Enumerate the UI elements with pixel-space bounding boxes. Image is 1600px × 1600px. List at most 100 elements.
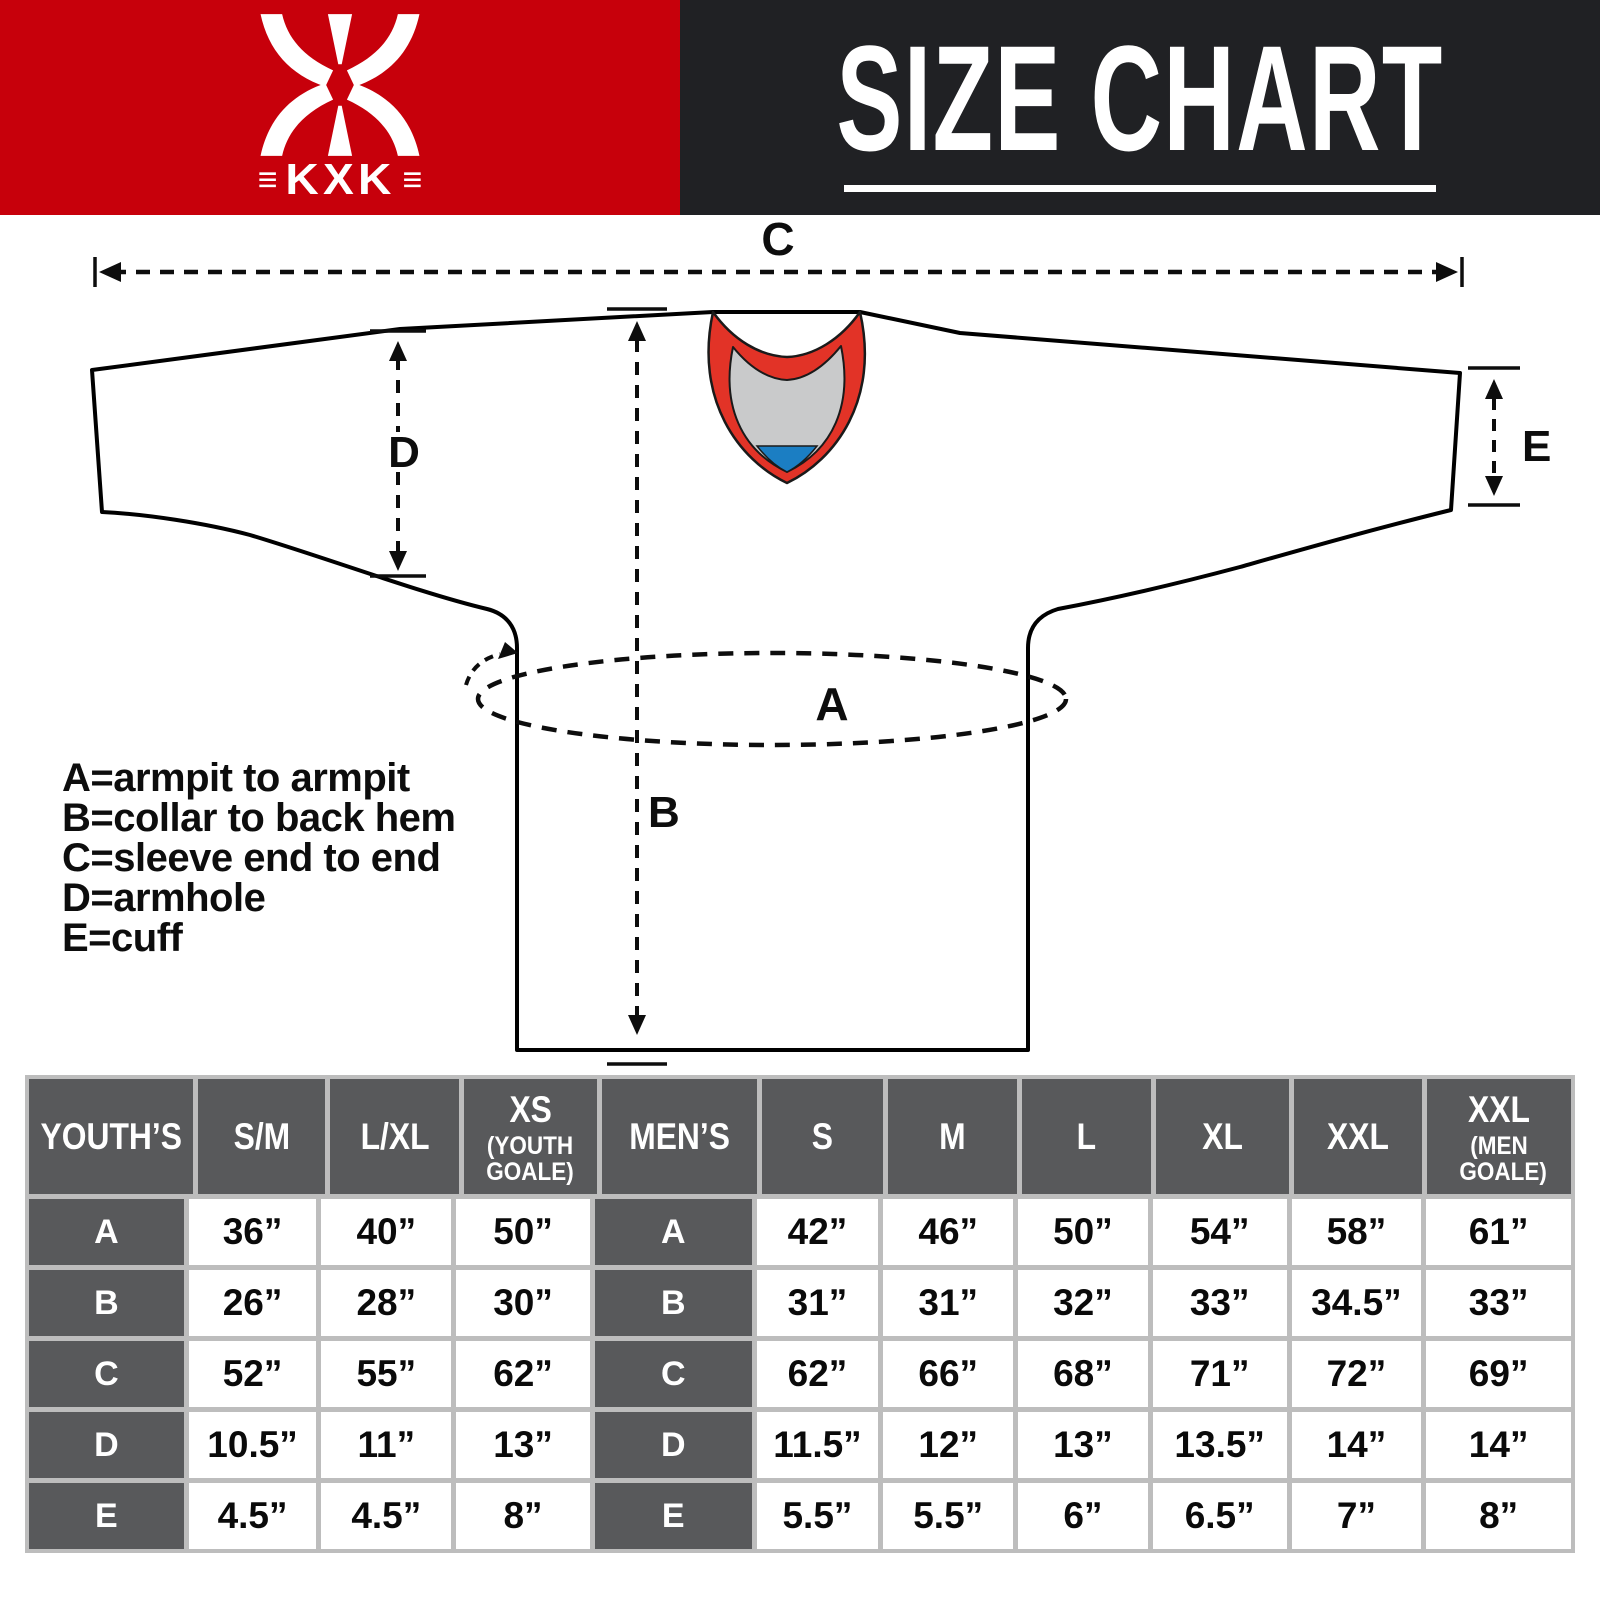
row-label-cell: D	[594, 1412, 752, 1478]
size-cell: 13”	[1018, 1412, 1148, 1478]
col-header-xxl: XXL	[1293, 1079, 1423, 1194]
size-value: 5.5”	[913, 1495, 984, 1536]
size-value: 30”	[493, 1282, 553, 1323]
brand-wordmark: ≡ KXK ≡	[258, 157, 423, 202]
marker-a-label: A	[815, 678, 848, 730]
row-label-cell: C	[594, 1341, 752, 1407]
collar-inner	[728, 345, 846, 473]
row-letter: A	[94, 1212, 119, 1251]
col-header-label: YOUTH’S	[40, 1115, 182, 1157]
size-value: 46”	[918, 1211, 979, 1252]
legend-line-d: D=armhole	[62, 876, 265, 920]
col-header-label: M	[939, 1115, 966, 1157]
size-cell: 36”	[188, 1199, 317, 1265]
size-value: 11.5”	[773, 1424, 862, 1465]
legend-line-b: B=collar to back hem	[62, 796, 455, 840]
measure-b-arrow	[607, 307, 667, 1066]
size-cell: 72”	[1291, 1341, 1422, 1407]
size-value: 8”	[1479, 1495, 1519, 1536]
col-header-label: MEN’S	[629, 1115, 730, 1157]
row-letter: E	[95, 1496, 118, 1535]
measure-e-arrow	[1468, 366, 1520, 507]
measurement-diagram: C D B E A	[0, 215, 1600, 1075]
title-panel: SIZE CHART	[680, 0, 1600, 215]
size-cell: 5.5”	[756, 1483, 879, 1549]
size-value: 6.5”	[1184, 1495, 1255, 1536]
size-cell: 32”	[1018, 1270, 1148, 1336]
col-header-sublabel: (MEN GOALE)	[1459, 1131, 1548, 1186]
size-value: 36”	[222, 1211, 283, 1252]
size-cell: 7”	[1291, 1483, 1422, 1549]
size-cell: 40”	[321, 1199, 452, 1265]
row-label-cell: C	[29, 1341, 184, 1407]
col-header-label: S/M	[233, 1115, 291, 1157]
measure-d-arrow	[370, 329, 426, 578]
page-title: SIZE CHART	[836, 14, 1444, 182]
measurement-legend: A=armpit to armpit B=collar to back hem …	[62, 756, 456, 960]
size-value: 58”	[1326, 1211, 1387, 1252]
size-value: 72”	[1326, 1353, 1387, 1394]
col-header-xxl-men-goale: XXL (MEN GOALE)	[1427, 1079, 1571, 1194]
measure-a-ellipse	[475, 650, 1069, 748]
size-cell: 62”	[756, 1341, 879, 1407]
row-label-cell: A	[29, 1199, 184, 1265]
size-cell: 58”	[1291, 1199, 1422, 1265]
size-cell: 30”	[456, 1270, 590, 1336]
size-cell: 62”	[456, 1341, 590, 1407]
col-header-mens: MEN’S	[601, 1079, 758, 1194]
size-value: 68”	[1053, 1353, 1113, 1394]
size-value: 50”	[1053, 1211, 1113, 1252]
size-cell: 28”	[321, 1270, 452, 1336]
marker-c-label: C	[761, 215, 794, 265]
size-value: 11”	[357, 1424, 416, 1465]
size-cell: 6.5”	[1152, 1483, 1287, 1549]
row-label-cell: B	[29, 1270, 184, 1336]
size-value: 8”	[503, 1495, 543, 1536]
row-label-cell: D	[29, 1412, 184, 1478]
size-value: 5.5”	[782, 1495, 853, 1536]
size-value: 13”	[1053, 1424, 1113, 1465]
size-cell: 12”	[883, 1412, 1014, 1478]
size-cell: 13.5”	[1152, 1412, 1287, 1478]
size-cell: 11.5”	[756, 1412, 879, 1478]
measure-a-arrowhead	[498, 642, 518, 659]
size-cell: 13”	[456, 1412, 590, 1478]
size-value: 55”	[356, 1353, 417, 1394]
row-letter: E	[661, 1496, 685, 1535]
col-header-label: L/XL	[360, 1115, 430, 1157]
size-value: 6”	[1063, 1495, 1103, 1536]
table-header-row: YOUTH’S S/M L/XL XS (YOUTH GOALE) MEN’S …	[29, 1079, 1571, 1194]
size-cell: 66”	[883, 1341, 1014, 1407]
marker-e-label: E	[1522, 422, 1551, 471]
table-row-d: D 10.5” 11” 13” D 11.5” 12” 13” 13.5” 14…	[29, 1412, 1571, 1478]
size-cell: 14”	[1291, 1412, 1422, 1478]
col-header-xl: XL	[1155, 1079, 1289, 1194]
col-header-lxl: L/XL	[330, 1079, 460, 1194]
size-value: 31”	[787, 1282, 848, 1323]
size-cell: 55”	[321, 1341, 452, 1407]
col-header-label: XL	[1201, 1115, 1243, 1157]
size-value: 33”	[1189, 1282, 1250, 1323]
size-value: 14”	[1326, 1424, 1387, 1465]
row-letter: C	[94, 1354, 119, 1393]
col-header-l: L	[1022, 1079, 1151, 1194]
table-row-c: C 52” 55” 62” C 62” 66” 68” 71” 72” 69”	[29, 1341, 1571, 1407]
size-value: 32”	[1053, 1282, 1113, 1323]
size-cell: 69”	[1426, 1341, 1571, 1407]
size-value: 4.5”	[217, 1495, 288, 1536]
size-cell: 46”	[883, 1199, 1014, 1265]
size-cell: 10.5”	[188, 1412, 317, 1478]
brand-logo: ≡ KXK ≡	[245, 13, 435, 202]
size-value: 13”	[493, 1424, 553, 1465]
collar-vee-insert	[755, 445, 819, 473]
size-value: 7”	[1336, 1495, 1376, 1536]
row-letter: B	[660, 1283, 686, 1322]
col-header-sublabel: (YOUTH GOALE)	[486, 1131, 575, 1186]
size-cell: 6”	[1018, 1483, 1148, 1549]
legend-line-e: E=cuff	[62, 916, 184, 960]
marker-d-label: D	[388, 428, 420, 477]
row-letter: B	[94, 1283, 119, 1322]
row-label-cell: E	[594, 1483, 752, 1549]
size-table: YOUTH’S S/M L/XL XS (YOUTH GOALE) MEN’S …	[25, 1075, 1575, 1553]
size-value: 52”	[222, 1353, 283, 1394]
